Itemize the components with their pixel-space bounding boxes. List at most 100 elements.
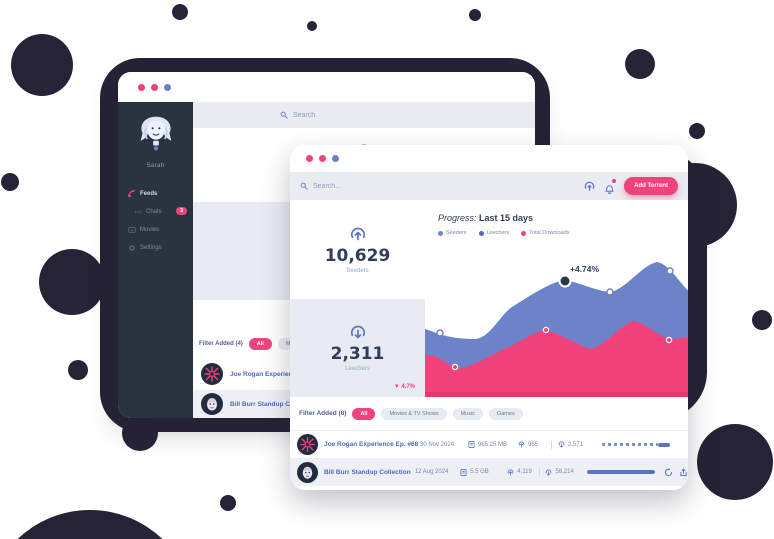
sidebar: Sarah Feeds Chats 3 <box>118 102 193 418</box>
data-point[interactable] <box>606 288 614 296</box>
filter-label: Filter Added (4) <box>199 341 243 347</box>
legend-label: Leechers <box>486 230 510 236</box>
leech-download-icon <box>350 325 365 339</box>
upload-cloud-icon[interactable] <box>584 181 595 192</box>
sidebar-item-movies[interactable]: Movies <box>118 221 193 239</box>
window-dot[interactable] <box>151 83 158 91</box>
movies-icon <box>128 227 136 233</box>
decor-circle <box>172 4 188 20</box>
sidebar-item-label: Feeds <box>140 191 158 197</box>
seeders-count: 965 <box>528 441 539 448</box>
decor-circle <box>39 249 105 315</box>
filter-chip-all[interactable]: All <box>248 338 272 350</box>
legend-label: Seeders <box>446 230 467 236</box>
torrent-leechers: 2,571 <box>558 441 602 448</box>
chats-badge: 3 <box>176 207 187 215</box>
sidebar-item-label: Movies <box>140 227 160 233</box>
front-titlebar <box>290 145 688 172</box>
seeders-stat-card: 10,629 Seeders <box>290 200 425 299</box>
notifications-bell-icon[interactable] <box>604 178 617 194</box>
legend-leechers[interactable]: Leechers <box>478 230 510 236</box>
search-input[interactable] <box>313 182 403 190</box>
search-icon <box>280 111 288 119</box>
filter-label: Filter Added (8) <box>299 410 347 417</box>
torrent-size: 5.5 GB <box>460 468 507 476</box>
feeds-icon <box>128 190 136 198</box>
chart-baseline <box>425 392 688 397</box>
window-dot[interactable] <box>306 155 313 162</box>
decor-circle <box>220 495 236 511</box>
highlighted-data-point[interactable] <box>558 274 572 288</box>
downloads-area <box>425 321 688 397</box>
data-point[interactable] <box>542 326 550 334</box>
legend-dot <box>478 230 484 236</box>
sidebar-menu: Feeds Chats 3 Movies <box>118 185 193 257</box>
refresh-icon[interactable] <box>664 467 673 477</box>
data-point[interactable] <box>436 329 444 337</box>
decor-circle <box>697 424 773 500</box>
decor-circle <box>307 21 317 31</box>
decor-circle <box>689 123 705 139</box>
file-icon <box>468 441 475 448</box>
legend-dot <box>521 230 527 236</box>
legend-downloads[interactable]: Total Downloads <box>521 230 570 236</box>
torrent-row[interactable]: Joe Rogan Experience Ep. #68 30 Nov 2024… <box>290 430 688 458</box>
file-icon <box>460 468 467 476</box>
progress-bar[interactable] <box>587 470 656 474</box>
torrent-leechers: 58,214 <box>545 468 587 476</box>
chart-annotation: +4.74% <box>570 264 600 274</box>
share-icon[interactable] <box>679 467 688 477</box>
filter-chip-music[interactable]: Music <box>452 407 483 420</box>
window-dot[interactable] <box>319 155 326 162</box>
legend-label: Total Downloads <box>529 230 570 236</box>
leechers-stat-card: 2,311 Leechers ▼ 4.7% <box>290 299 425 397</box>
window-dot[interactable] <box>138 83 145 91</box>
progress-chart-card: Progress: Last 15 days Seeders Leechers … <box>425 200 688 397</box>
torrent-avatar <box>297 461 318 483</box>
add-torrent-button[interactable]: Add Torrent <box>624 177 678 195</box>
progress-fill <box>587 470 656 474</box>
window-dot[interactable] <box>332 155 339 162</box>
upload-arrow-icon <box>507 468 514 476</box>
torrent-size: 965.25 MB <box>468 441 518 448</box>
filter-chip-all[interactable]: All <box>352 407 376 420</box>
decor-circle <box>752 310 772 330</box>
seeders-label: Seeders <box>346 267 369 274</box>
front-window: Add Torrent 10,629 Seeders <box>290 145 688 490</box>
filter-chip-movies[interactable]: Movies & TV Shows <box>381 407 447 420</box>
back-search-bar[interactable] <box>193 102 535 128</box>
torrent-date: 30 Nov 2024 <box>420 441 455 448</box>
leechers-value: 2,311 <box>330 344 385 364</box>
torrent-row[interactable]: Bill Burr Standup Collection 12 Aug 2024… <box>290 458 688 486</box>
torrent-avatar <box>297 434 318 455</box>
sidebar-item-settings[interactable]: Settings <box>118 239 193 257</box>
search-input[interactable] <box>293 111 383 119</box>
decor-circle <box>1 173 19 191</box>
torrent-date: 12 Aug 2024 <box>414 469 449 475</box>
size-value: 5.5 GB <box>470 469 489 475</box>
data-point[interactable] <box>665 336 673 344</box>
seeders-count: 4,119 <box>517 469 532 475</box>
download-arrow-icon <box>546 468 552 476</box>
download-arrow-icon <box>558 441 565 448</box>
decor-circle <box>11 34 73 96</box>
torrent-seeders: 965 <box>518 441 551 448</box>
data-point[interactable] <box>451 363 459 371</box>
seeders-value: 10,629 <box>324 245 391 266</box>
user-avatar[interactable] <box>133 112 179 158</box>
sidebar-item-label: Chats <box>146 209 162 215</box>
filter-chip-games[interactable]: Games <box>488 407 523 420</box>
area-chart[interactable]: +4.74% <box>425 249 688 397</box>
sidebar-item-feeds[interactable]: Feeds <box>118 185 193 203</box>
sidebar-item-chats[interactable]: Chats 3 <box>118 203 193 221</box>
torrent-title: Bill Burr Standup Collection <box>324 468 411 476</box>
decor-circle <box>0 510 195 539</box>
chart-title: Progress: Last 15 days <box>438 213 533 223</box>
legend-seeders[interactable]: Seeders <box>438 230 467 236</box>
progress-bar[interactable] <box>602 442 670 447</box>
window-dot[interactable] <box>164 83 171 91</box>
legend-dot <box>438 230 443 236</box>
data-point[interactable] <box>666 267 674 275</box>
progress-track <box>602 443 658 446</box>
filter-bar: Filter Added (8) All Movies & TV Shows M… <box>290 397 688 430</box>
